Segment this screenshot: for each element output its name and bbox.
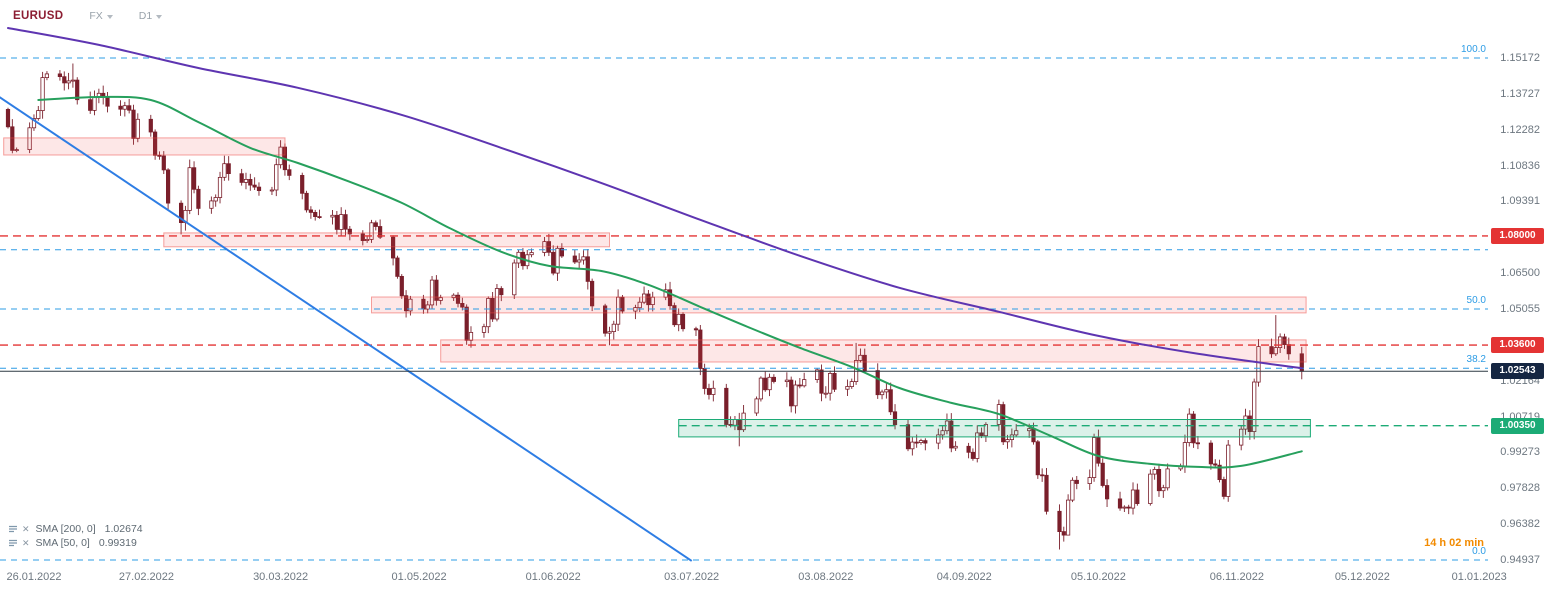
timeframe-dropdown[interactable]: D1 <box>138 10 163 22</box>
timeframe-label: D1 <box>138 10 153 22</box>
supply-zone[interactable] <box>371 296 1307 314</box>
indicator-row-sma50: ✕ SMA [50, 0] 0.99319 <box>8 536 143 550</box>
sma-50-line[interactable] <box>37 95 1303 469</box>
instrument-symbol: EURUSD <box>13 10 64 22</box>
market-dropdown[interactable]: FX <box>89 10 113 22</box>
indicator-properties-icon[interactable] <box>8 524 18 534</box>
chevron-down-icon <box>106 14 113 19</box>
indicator-value: 1.02674 <box>104 523 143 535</box>
price-axis[interactable] <box>1490 0 1546 566</box>
supply-zone[interactable] <box>163 232 611 248</box>
demand-zone[interactable] <box>678 419 1311 438</box>
candle-countdown: 14 h 02 min <box>1424 537 1484 549</box>
indicator-label: SMA [200, 0] <box>35 523 96 535</box>
indicator-row-sma200: ✕ SMA [200, 0] 1.02674 <box>8 522 143 536</box>
market-label: FX <box>89 10 103 22</box>
indicator-legend: ✕ SMA [200, 0] 1.02674 ✕ SMA [50, 0] 0.9… <box>8 522 143 550</box>
indicator-remove-icon[interactable]: ✕ <box>22 524 30 534</box>
indicator-label: SMA [50, 0] <box>35 537 90 549</box>
indicator-value: 0.99319 <box>98 537 137 549</box>
sma-200-line[interactable] <box>7 27 1303 370</box>
time-axis[interactable] <box>0 566 1546 590</box>
supply-zone[interactable] <box>3 137 286 156</box>
indicator-remove-icon[interactable]: ✕ <box>22 538 30 548</box>
trendline[interactable] <box>0 96 693 562</box>
chevron-down-icon <box>156 14 163 19</box>
chart-header: EURUSD FX D1 <box>13 10 163 22</box>
indicator-properties-icon[interactable] <box>8 538 18 548</box>
